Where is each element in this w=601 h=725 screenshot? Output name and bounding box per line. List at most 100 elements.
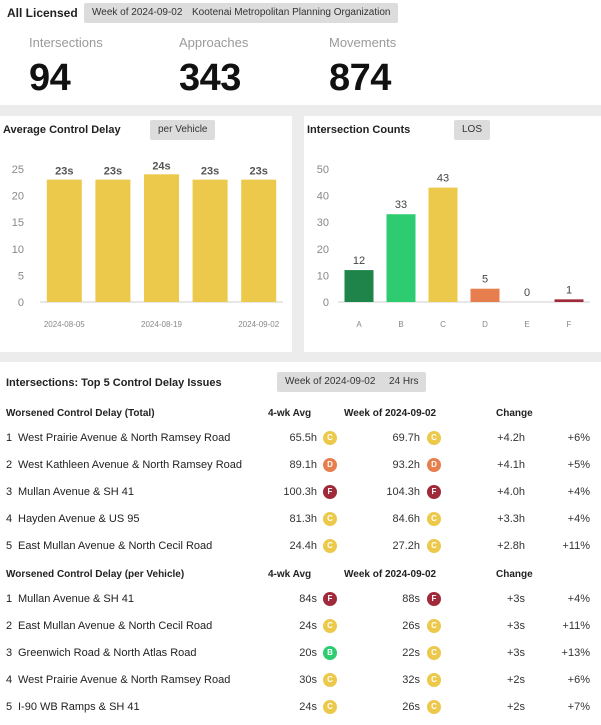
issue-per-vehicle-4-week-los-badge: C — [427, 673, 441, 687]
delay-bar-4[interactable] — [241, 179, 277, 302]
column-week-total: Week of 2024-09-02 — [344, 408, 437, 419]
issue-total-3-intersection-link[interactable]: Mullan Avenue & SH 41 — [18, 486, 134, 498]
issue-total-4-rank: 4 — [6, 513, 13, 525]
issue-per-vehicle-3-intersection-link[interactable]: Greenwich Road & North Atlas Road — [18, 647, 197, 659]
issues-hours-tag[interactable]: 24 Hrs — [381, 372, 427, 392]
delay-bar-label-0: 23s — [55, 166, 73, 178]
counts-bar-label-D: 5 — [482, 274, 488, 286]
issue-total-2-intersection-link[interactable]: West Kathleen Avenue & North Ramsey Road — [18, 459, 242, 471]
counts-bar-D[interactable] — [470, 288, 500, 302]
counts-x-tick-C: C — [440, 320, 446, 329]
issue-per-vehicle-1-avg-value: 84s — [299, 593, 317, 605]
issue-total-5-avg-value: 24.4h — [289, 540, 317, 552]
intersection-counts-chart: 0 10 20 30 40 50 12 A 33 B 43 C 5 D 0 E 1 F — [317, 164, 590, 329]
issue-total-3-avg-value: 100.3h — [283, 486, 317, 498]
issue-total-1-week-los-badge: C — [427, 431, 441, 445]
issue-total-2-rank: 2 — [6, 459, 13, 471]
delay-bar-1[interactable] — [95, 179, 131, 302]
delay-bar-label-4: 23s — [250, 166, 268, 178]
counts-y-tick-4: 40 — [317, 191, 329, 203]
week-filter-tag[interactable]: Week of 2024-09-02 — [84, 3, 191, 23]
kpi-movements-value: 874 — [329, 57, 391, 99]
counts-x-tick-E: E — [524, 320, 529, 329]
issue-per-vehicle-3-week-value: 22s — [402, 647, 420, 659]
counts-x-tick-D: D — [482, 320, 488, 329]
per-vehicle-tag[interactable]: per Vehicle — [150, 120, 216, 140]
issue-total-1-change-pct: +6% — [567, 432, 590, 444]
counts-bar-F[interactable] — [554, 299, 584, 302]
counts-bar-A[interactable] — [344, 270, 374, 302]
counts-bar-label-E: 0 — [524, 287, 530, 299]
delay-x-tick-2: 2024-09-02 — [238, 320, 279, 329]
counts-y-tick-0: 0 — [323, 297, 329, 309]
issue-total-4-change-value: +3.3h — [497, 513, 525, 525]
delay-bar-label-1: 23s — [104, 166, 122, 178]
issue-total-2-week-value: 93.2h — [392, 459, 420, 471]
issue-total-4-week-value: 84.6h — [392, 513, 420, 525]
issue-per-vehicle-3-change-value: +3s — [506, 647, 525, 659]
issue-per-vehicle-4-intersection-link[interactable]: West Prairie Avenue & North Ramsey Road — [18, 674, 231, 686]
issue-per-vehicle-5-avg-value: 24s — [299, 701, 317, 713]
delay-bar-2[interactable] — [144, 174, 179, 302]
issue-total-1-week-value: 69.7h — [392, 432, 420, 444]
issue-total-5-intersection-link[interactable]: East Mullan Avenue & North Cecil Road — [18, 540, 213, 552]
issue-per-vehicle-1-intersection-link[interactable]: Mullan Avenue & SH 41 — [18, 593, 134, 605]
section-heading-total: Worsened Control Delay (Total) — [6, 408, 155, 419]
counts-bar-B[interactable] — [386, 214, 416, 302]
column-change-total: Change — [496, 408, 533, 419]
issue-total-5-avg-los-badge: C — [323, 539, 337, 553]
kpi-approaches-label: Approaches — [179, 35, 249, 50]
counts-bar-C[interactable] — [428, 187, 458, 302]
delay-bar-3[interactable] — [192, 179, 228, 302]
delay-x-tick-1: 2024-08-19 — [141, 320, 182, 329]
intersection-counts-panel: Intersection Counts LOS 0 10 20 30 40 50 12 A 33… — [304, 116, 601, 352]
issue-total-3-avg-los-badge: F — [323, 485, 337, 499]
kpi-movements-label: Movements — [329, 35, 397, 50]
issue-per-vehicle-5-change-value: +2s — [506, 701, 525, 713]
counts-bar-label-F: 1 — [566, 284, 572, 296]
issue-per-vehicle-2-change-pct: +11% — [562, 620, 590, 632]
section-heading-per-vehicle: Worsened Control Delay (per Vehicle) — [6, 569, 185, 580]
issue-per-vehicle-5-avg-los-badge: C — [323, 700, 337, 714]
issue-per-vehicle-2-intersection-link[interactable]: East Mullan Avenue & North Cecil Road — [18, 620, 213, 632]
issue-total-2-avg-value: 89.1h — [289, 459, 317, 471]
delay-panel-title: Average Control Delay — [3, 124, 121, 136]
organization-filter-tag[interactable]: Kootenai Metropolitan Planning Organizat… — [184, 3, 399, 23]
issue-per-vehicle-3-rank: 3 — [6, 647, 13, 659]
delay-y-tick-0: 0 — [18, 297, 24, 309]
issue-per-vehicle-4-change-pct: +6% — [567, 674, 590, 686]
issue-total-4-week-los-badge: C — [427, 512, 441, 526]
counts-y-tick-1: 10 — [317, 270, 329, 282]
issue-total-2-week-los-badge: D — [427, 458, 441, 472]
counts-bar-label-A: 12 — [353, 255, 365, 267]
los-tag[interactable]: LOS — [454, 120, 491, 140]
issue-total-2-avg-los-badge: D — [323, 458, 337, 472]
issue-per-vehicle-2-change-value: +3s — [506, 620, 525, 632]
issue-total-4-intersection-link[interactable]: Hayden Avenue & US 95 — [18, 513, 140, 525]
counts-y-tick-5: 50 — [317, 164, 329, 176]
delay-x-tick-0: 2024-08-05 — [44, 320, 85, 329]
issues-week-tag[interactable]: Week of 2024-09-02 — [277, 372, 384, 392]
issue-per-vehicle-1-change-pct: +4% — [567, 593, 590, 605]
issue-total-1-intersection-link[interactable]: West Prairie Avenue & North Ramsey Road — [18, 432, 231, 444]
counts-bar-label-B: 33 — [395, 199, 407, 211]
issue-total-2-change-value: +4.1h — [497, 459, 525, 471]
issue-per-vehicle-5-intersection-link[interactable]: I-90 WB Ramps & SH 41 — [18, 701, 140, 713]
issue-per-vehicle-5-week-los-badge: C — [427, 700, 441, 714]
issue-total-3-week-value: 104.3h — [386, 486, 420, 498]
issue-per-vehicle-2-rank: 2 — [6, 620, 13, 632]
issue-per-vehicle-2-week-value: 26s — [402, 620, 420, 632]
issue-per-vehicle-4-week-value: 32s — [402, 674, 420, 686]
issue-per-vehicle-1-avg-los-badge: F — [323, 592, 337, 606]
delay-bar-label-2: 24s — [152, 160, 170, 172]
issue-total-3-week-los-badge: F — [427, 485, 441, 499]
delay-y-tick-1: 5 — [18, 270, 24, 282]
column-4wk-avg-per-vehicle: 4-wk Avg — [268, 569, 312, 580]
issue-total-5-change-pct: +11% — [562, 540, 590, 552]
delay-bar-0[interactable] — [46, 179, 82, 302]
issue-per-vehicle-4-rank: 4 — [6, 674, 13, 686]
issue-per-vehicle-1-week-los-badge: F — [427, 592, 441, 606]
delay-bar-label-3: 23s — [201, 166, 219, 178]
issue-total-1-avg-value: 65.5h — [289, 432, 317, 444]
counts-x-tick-F: F — [567, 320, 572, 329]
